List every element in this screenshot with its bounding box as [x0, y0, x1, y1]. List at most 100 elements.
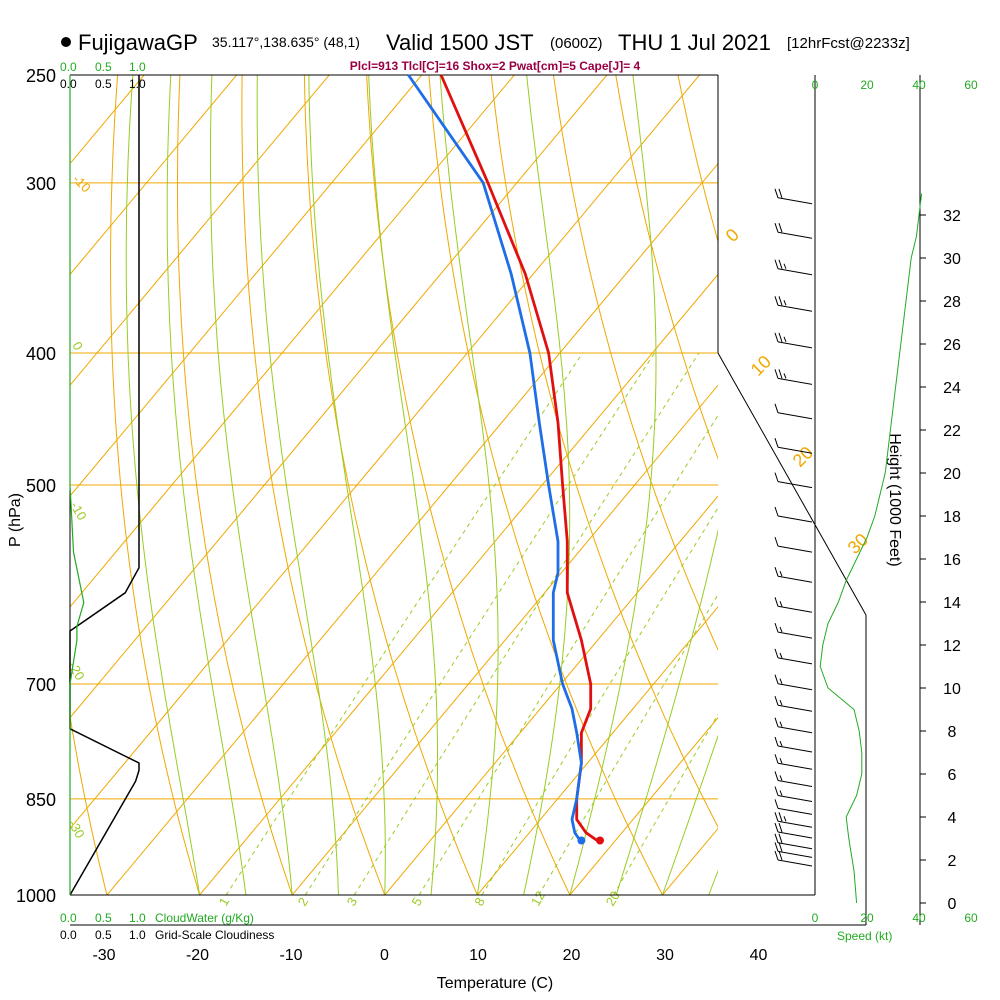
station-coords: 35.117°,138.635° (48,1) — [212, 34, 360, 50]
temperature-tick-label: 40 — [750, 947, 768, 964]
wind-barb-flag — [774, 799, 779, 809]
wind-barb-flag — [774, 736, 779, 747]
bottom-green-scale-1: 0.5 — [95, 911, 112, 925]
temperature-tick-label: -10 — [279, 947, 302, 964]
wind-barb-half — [783, 300, 787, 306]
wind-barb-half — [779, 652, 783, 659]
valid-date: THU 1 Jul 2021 — [618, 30, 771, 55]
wind-barb-shaft — [777, 657, 813, 665]
moist-adiabat-label: -30 — [65, 817, 87, 841]
temperature-tick-label: 10 — [469, 947, 487, 964]
height-tick-label: 22 — [943, 423, 961, 440]
wind-barb-shaft — [777, 231, 813, 239]
isotherm-line — [70, 75, 330, 387]
wind-barb-flag — [778, 822, 783, 833]
wind-barb-shaft — [777, 807, 813, 815]
dry-adiabat-line — [428, 75, 663, 895]
top-green-scale-1: 0.5 — [95, 60, 112, 74]
stability-indices: Plcl=913 Tlcl[C]=16 Shox=2 Pwat[cm]=5 Ca… — [350, 59, 641, 73]
wind-barb-flag — [774, 717, 779, 727]
wind-barb-flag — [774, 622, 779, 633]
wind-barb — [774, 369, 813, 385]
mixing-ratio-label: 20 — [603, 889, 623, 909]
wind-barb — [774, 622, 813, 639]
wind-barb-flag — [774, 754, 779, 764]
moist-adiabat-line — [755, 75, 1000, 895]
wind-barb-shaft — [777, 842, 813, 850]
wind-barb-shaft — [777, 795, 813, 802]
mixing-ratio-label: 8 — [471, 895, 488, 909]
height-tick-label: 12 — [943, 638, 961, 655]
pressure-tick-label: 700 — [26, 675, 56, 695]
wind-barb — [774, 332, 813, 349]
left-panel-scales: 0.0 0.5 1.0 0.0 0.5 1.0 0.0 0.5 1.0 Clou… — [60, 60, 274, 942]
wind-barb-flag — [774, 696, 779, 706]
isotherm-line — [848, 75, 1000, 895]
header: FujigawaGP 35.117°,138.635° (48,1) Valid… — [61, 30, 910, 73]
wind-barb-shaft — [777, 341, 813, 349]
pressure-tick-label: 500 — [26, 476, 56, 496]
dry-adiabat-line — [490, 75, 718, 828]
height-tick-label: 2 — [948, 853, 957, 870]
top-black-scale-2: 1.0 — [129, 77, 146, 91]
height-tick-label: 8 — [948, 724, 957, 741]
wind-barb-shaft — [777, 704, 813, 712]
isotherm-line — [199, 273, 718, 895]
wind-barb-flag — [778, 833, 783, 843]
wind-barb — [774, 296, 813, 312]
valid-time: Valid 1500 JST — [386, 30, 534, 55]
wind-barb — [774, 567, 813, 583]
wind-barb-shaft — [777, 779, 813, 787]
mixing-ratio-line — [613, 713, 718, 895]
wind-barb-half — [779, 700, 783, 706]
wind-barb — [774, 438, 813, 454]
height-tick-label: 18 — [943, 509, 961, 526]
height-tick-label: 28 — [943, 294, 961, 311]
wind-barb-flag — [774, 223, 779, 233]
speed-tick-bottom: 20 — [860, 911, 874, 925]
top-black-scale-0: 0.0 — [60, 77, 77, 91]
mixing-ratio-line — [304, 352, 655, 895]
isotherm-line — [70, 75, 423, 497]
mixing-ratio-line — [418, 414, 718, 895]
height-tick-label: 14 — [943, 595, 961, 612]
temperature-tick-label: -20 — [186, 947, 209, 964]
wind-barb-flag — [774, 188, 779, 198]
wind-barb-flag — [778, 842, 783, 852]
wind-barb-flag — [774, 259, 779, 269]
wind-barb-shaft — [777, 683, 813, 691]
wind-barb-flag — [774, 648, 779, 659]
height-axis-title: Height (1000 Feet) — [886, 433, 903, 566]
wind-barb-half — [779, 678, 783, 684]
height-tick-label: 0 — [948, 896, 957, 913]
wind-barb-shaft — [777, 446, 813, 454]
wind-barb — [774, 536, 813, 553]
wind-barb-flag — [778, 850, 783, 861]
wind-barb-shaft — [777, 545, 813, 553]
wind-barb-shaft — [777, 268, 813, 276]
wind-barb-half — [783, 336, 787, 343]
isotherm-label: 30 — [844, 530, 872, 558]
dewpoint-surface-point — [577, 836, 586, 845]
isotherm-label: 20 — [789, 443, 817, 471]
moist-adiabat-line — [439, 75, 499, 895]
wind-barb-shaft — [777, 377, 813, 385]
wind-barb-flag — [774, 536, 779, 547]
wind-barb — [774, 506, 813, 523]
wind-barb — [774, 717, 813, 734]
wind-barb — [774, 403, 813, 420]
mixing-ratio-label: 12 — [528, 889, 548, 909]
bottom-black-scale-0: 0.0 — [60, 928, 77, 942]
wind-barb — [774, 771, 813, 787]
pressure-tick-label: 300 — [26, 174, 56, 194]
height-tick-label: 4 — [948, 810, 957, 827]
wind-barb-shaft — [777, 631, 813, 639]
top-green-scale-2: 1.0 — [129, 60, 146, 74]
wind-barb-shaft — [777, 197, 813, 205]
wind-barb-flag — [778, 332, 783, 343]
wind-barb-flag — [778, 223, 783, 233]
utc-time: (0600Z) — [550, 35, 603, 52]
pressure-tick-label: 1000 — [16, 886, 56, 906]
mixing-ratio-line — [481, 506, 718, 895]
